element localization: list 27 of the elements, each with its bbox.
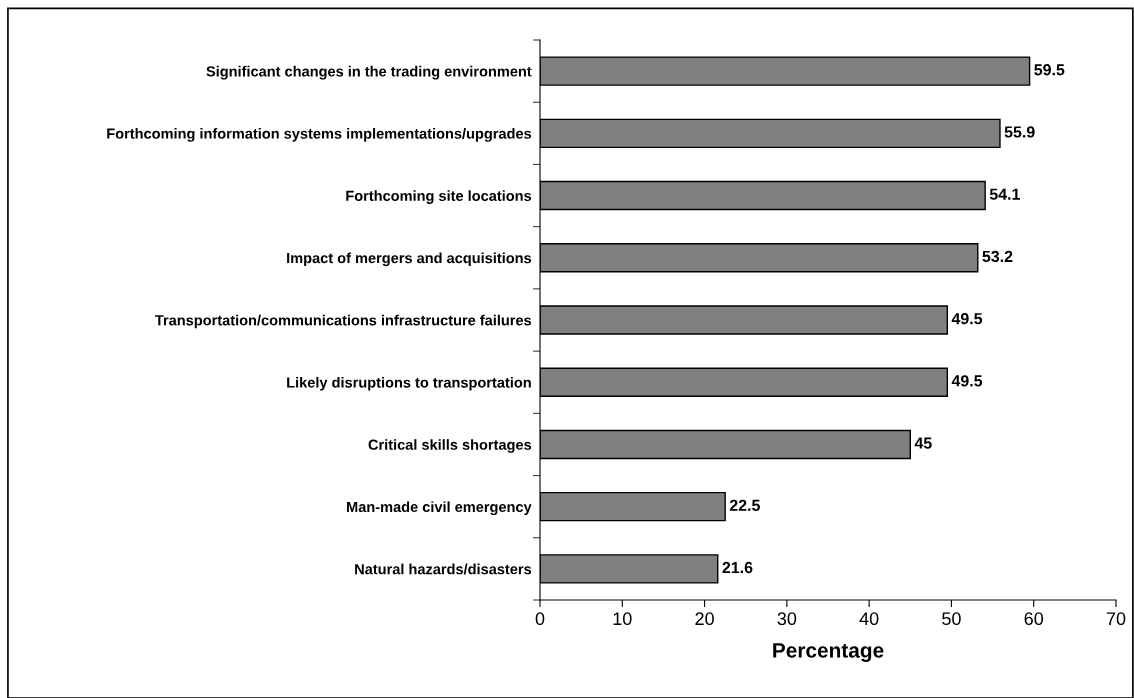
x-axis-title: Percentage <box>773 643 884 662</box>
data-label: 49.5 <box>951 375 983 387</box>
y-tick-label: Transportation/communications infrastructure failures <box>155 314 532 329</box>
data-label: 45 <box>914 437 932 449</box>
data-label: 55.9 <box>1004 126 1035 138</box>
y-tick-label: Forthcoming information systems implementations/upgrades <box>107 128 532 142</box>
y-tick-label: Forthcoming site locations <box>346 190 532 204</box>
data-label: 22.5 <box>729 499 760 511</box>
x-tick-label: 20 <box>695 612 714 626</box>
y-tick-label: Impact of mergers and acquisitions <box>287 252 532 267</box>
data-label: 21.6 <box>722 561 753 574</box>
y-tick-label: Critical skills shortages <box>368 439 532 453</box>
data-label: 54.1 <box>989 188 1020 200</box>
x-tick-label: 0 <box>535 612 545 626</box>
x-tick-label: 70 <box>1106 612 1126 626</box>
y-tick-label: Likely disruptions to transportation <box>287 376 531 391</box>
y-tick-label: Significant changes in the trading environment <box>206 65 532 80</box>
data-label: 53.2 <box>982 250 1013 263</box>
x-tick-label: 40 <box>859 612 879 626</box>
x-tick-label: 50 <box>942 612 961 626</box>
x-tick-label: 30 <box>777 612 797 626</box>
y-tick-label: Man-made civil emergency <box>347 501 532 516</box>
data-label: 59.5 <box>1034 64 1065 76</box>
x-tick-label: 10 <box>613 612 632 626</box>
data-label: 49.5 <box>951 312 983 325</box>
x-tick-label: 60 <box>1024 612 1044 626</box>
y-tick-label: Natural hazards/disasters <box>355 563 532 575</box>
